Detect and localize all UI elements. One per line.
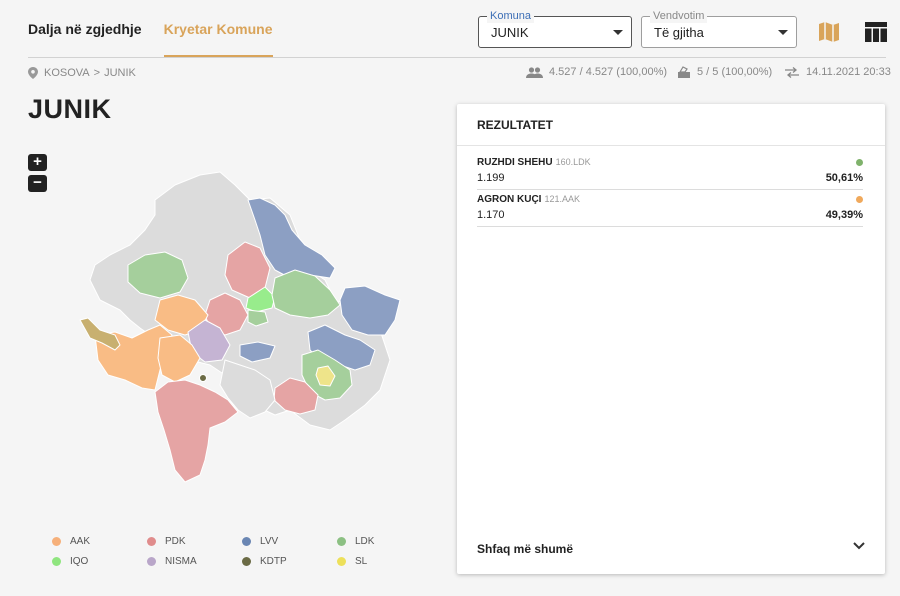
legend-item-aak: AAK	[52, 535, 147, 547]
candidate-row[interactable]: RUZHDI SHEHU 160.LDK 1.199 50,61%	[477, 157, 863, 190]
map-region	[273, 377, 319, 415]
legend-item-iqo: IQO	[52, 555, 147, 567]
chevron-down-icon	[778, 30, 788, 35]
legend-label: AAK	[70, 535, 91, 547]
color-swatch	[52, 536, 61, 546]
candidate-name: AGRON KUÇI 121.AAK	[477, 194, 580, 205]
stations-stat: 5 / 5 (100,00%)	[677, 66, 772, 78]
map-region	[245, 286, 276, 313]
candidate-name: RUZHDI SHEHU 160.LDK	[477, 157, 591, 168]
party-color-dot	[856, 196, 863, 203]
candidate-votes: 1.199	[477, 172, 505, 184]
candidate-name-text: AGRON KUÇI	[477, 194, 542, 205]
legend-label: LDK	[355, 535, 375, 547]
map-region	[247, 197, 336, 279]
color-swatch	[242, 556, 251, 566]
breadcrumb-separator: >	[93, 67, 101, 79]
municipality-select[interactable]: Komuna JUNIK	[478, 9, 632, 48]
stations-stat-value: 5 / 5 (100,00%)	[697, 66, 773, 78]
chevron-down-icon	[613, 30, 623, 35]
map-legend: AAK PDK LVV LDK IQO NISMA KDTP SL	[52, 535, 392, 567]
breadcrumb: KOSOVA > JUNIK	[28, 67, 140, 79]
legend-item-ldk: LDK	[337, 535, 432, 547]
updated-stat: 14.11.2021 20:33	[784, 66, 891, 78]
voters-stat-value: 4.527 / 4.527 (100,00%)	[549, 66, 668, 78]
legend-label: LVV	[260, 535, 279, 547]
map-region	[315, 365, 336, 387]
page-title: JUNIK	[28, 94, 112, 124]
tab-bar: Dalja në zgjedhje Kryetar Komune	[28, 0, 295, 58]
map-icon[interactable]	[817, 20, 841, 44]
location-pin-icon	[28, 67, 38, 79]
candidate-party: 121.AAK	[544, 194, 580, 204]
zoom-out-button[interactable]: −	[28, 175, 47, 192]
candidate-votes: 1.170	[477, 209, 505, 221]
updated-stat-value: 14.11.2021 20:33	[806, 66, 891, 78]
legend-label: NISMA	[165, 555, 197, 567]
candidate-name-text: RUZHDI SHEHU	[477, 157, 553, 168]
legend-item-sl: SL	[337, 555, 432, 567]
kosovo-map[interactable]	[60, 160, 420, 490]
candidate-row[interactable]: AGRON KUÇI 121.AAK 1.170 49,39%	[477, 194, 863, 227]
color-swatch	[147, 536, 156, 546]
color-swatch	[337, 556, 346, 566]
header-divider	[28, 57, 886, 58]
map-region	[271, 269, 341, 319]
polling-station-select[interactable]: Vendvotim Të gjitha	[641, 9, 797, 48]
color-swatch	[337, 536, 346, 546]
map-region	[239, 341, 276, 363]
show-more-button[interactable]: Shfaq më shumë	[477, 526, 865, 574]
municipality-select-label: Komuna	[487, 9, 534, 23]
ballot-box-icon	[678, 66, 690, 78]
results-title: REZULTATET	[457, 104, 885, 146]
legend-label: SL	[355, 555, 368, 567]
polling-station-select-label: Vendvotim	[650, 9, 708, 23]
legend-item-pdk: PDK	[147, 535, 242, 547]
municipality-select-value: JUNIK	[491, 25, 529, 40]
breadcrumb-country[interactable]: KOSOVA	[44, 67, 90, 79]
legend-item-lvv: LVV	[242, 535, 337, 547]
show-more-label: Shfaq më shumë	[477, 542, 574, 556]
legend-item-nisma: NISMA	[147, 555, 242, 567]
swap-arrows-icon	[785, 66, 799, 78]
legend-label: IQO	[70, 555, 89, 567]
legend-label: PDK	[165, 535, 186, 547]
candidate-percent: 50,61%	[825, 172, 863, 184]
results-panel: REZULTATET RUZHDI SHEHU 160.LDK 1.199 50,…	[457, 104, 885, 574]
table-icon[interactable]	[864, 20, 888, 44]
candidate-percent: 49,39%	[825, 209, 863, 221]
color-swatch	[147, 556, 156, 566]
map-region	[157, 334, 201, 383]
polling-station-select-value: Të gjitha	[654, 25, 704, 40]
legend-label: KDTP	[260, 555, 287, 567]
map-region	[154, 379, 239, 483]
color-swatch	[52, 556, 61, 566]
map-region	[219, 359, 276, 419]
legend-item-kdtp: KDTP	[242, 555, 337, 567]
map-region	[199, 374, 207, 382]
map-region	[79, 317, 121, 351]
party-color-dot	[856, 159, 863, 166]
map-region	[204, 292, 249, 336]
tab-turnout[interactable]: Dalja në zgjedhje	[28, 21, 142, 37]
candidate-party: 160.LDK	[555, 157, 591, 167]
map-region	[339, 285, 401, 336]
chevron-down-icon	[853, 542, 865, 550]
map-region	[247, 309, 269, 327]
breadcrumb-municipality: JUNIK	[104, 67, 136, 79]
map-region	[127, 251, 189, 299]
color-swatch	[242, 536, 251, 546]
voters-stat: 4.527 / 4.527 (100,00%)	[526, 66, 667, 78]
people-icon	[526, 66, 543, 78]
zoom-in-button[interactable]: +	[28, 154, 47, 171]
tab-mayor[interactable]: Kryetar Komune	[163, 0, 273, 58]
